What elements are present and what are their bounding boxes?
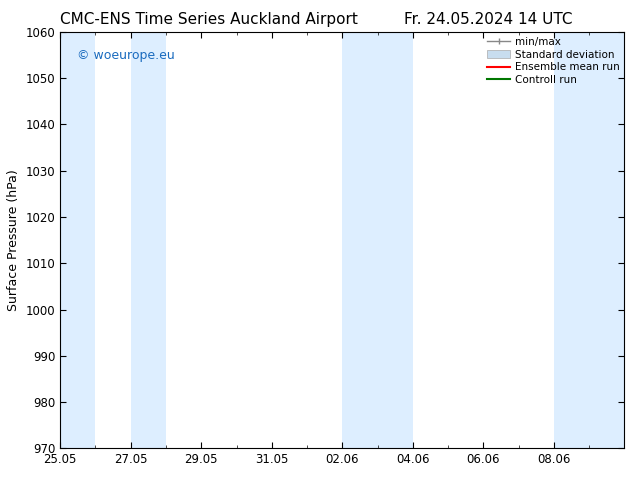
Text: CMC-ENS Time Series Auckland Airport: CMC-ENS Time Series Auckland Airport <box>60 12 358 27</box>
Bar <box>60 32 96 448</box>
Bar <box>131 32 166 448</box>
Legend: min/max, Standard deviation, Ensemble mean run, Controll run: min/max, Standard deviation, Ensemble me… <box>486 35 621 87</box>
Text: Fr. 24.05.2024 14 UTC: Fr. 24.05.2024 14 UTC <box>404 12 573 27</box>
Bar <box>342 32 413 448</box>
Bar <box>554 32 624 448</box>
Y-axis label: Surface Pressure (hPa): Surface Pressure (hPa) <box>7 169 20 311</box>
Text: © woeurope.eu: © woeurope.eu <box>77 49 175 62</box>
